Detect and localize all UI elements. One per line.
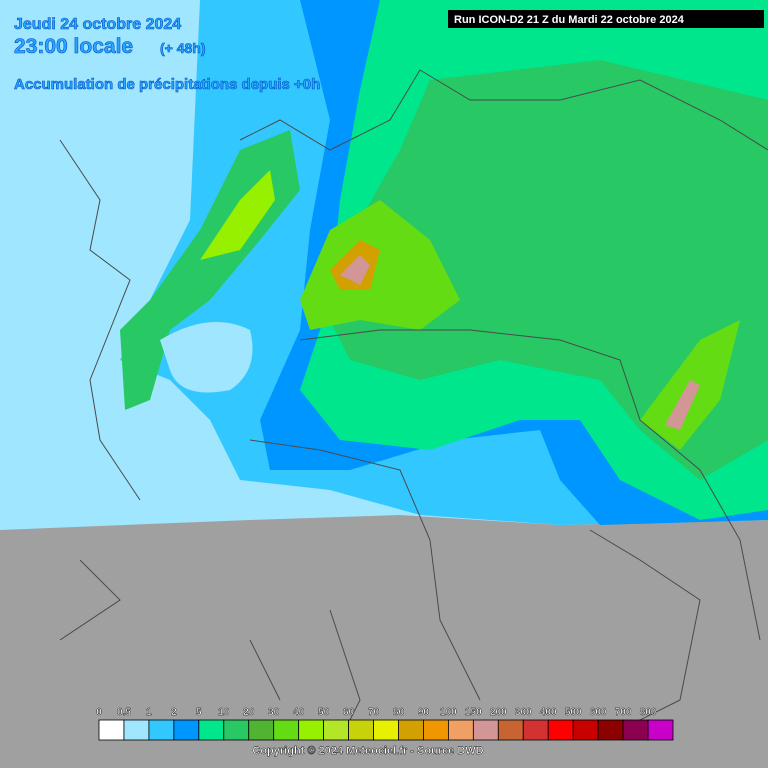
copyright: Copyright © 2024 Meteociel.fr - Source D…: [252, 745, 483, 757]
legend-swatch: [472, 719, 499, 741]
legend: 0 0.5 1 2 5 10 20 30 40 50 60 70 80 90 100 150 200 300 400…: [96, 707, 674, 741]
legend-label: 2: [171, 707, 177, 718]
border: [59, 139, 141, 501]
legend-label: 70: [368, 707, 380, 718]
date: Jeudi 24 octobre 2024: [14, 16, 181, 33]
legend-label: 100: [440, 707, 457, 718]
legend-swatch: [348, 719, 374, 741]
legend-swatch: [622, 719, 649, 741]
legend-swatch: [173, 719, 200, 741]
legend-label: 1: [146, 707, 152, 718]
legend-label: 400: [540, 707, 557, 718]
legend-label: 700: [615, 707, 632, 718]
legend-swatch: [572, 719, 599, 741]
legend-label: 30: [268, 707, 280, 718]
legend-swatch: [323, 719, 349, 741]
precip-10: [320, 60, 768, 480]
legend-swatch: [497, 719, 524, 741]
legend-swatch: [423, 719, 449, 741]
legend-swatch: [298, 719, 325, 741]
legend-swatch: [447, 719, 474, 741]
legend-label: 50: [318, 707, 330, 718]
run-info: Run ICON-D2 21 Z du Mardi 22 octobre 202…: [454, 14, 685, 26]
legend-swatch: [522, 719, 549, 741]
border: [589, 529, 701, 731]
precip-150: [340, 255, 370, 285]
precip-30: [300, 200, 460, 330]
border: [249, 439, 481, 701]
legend-swatch: [198, 719, 225, 741]
dry-zone: [160, 322, 253, 393]
legend-swatch: [273, 719, 300, 741]
legend-label: 60: [343, 707, 355, 718]
border: [239, 69, 768, 151]
legend-label: 150: [465, 707, 482, 718]
legend-swatch: [398, 719, 424, 741]
legend-label: 800: [640, 707, 657, 718]
precip-40: [200, 170, 275, 260]
legend-swatch: [647, 719, 674, 741]
legend-label: 40: [293, 707, 305, 718]
legend-label: 300: [515, 707, 532, 718]
offset: (+ 48h): [160, 40, 206, 56]
legend-label: 200: [490, 707, 507, 718]
legend-label: 90: [418, 707, 430, 718]
legend-swatch: [98, 719, 125, 741]
legend-swatch: [148, 719, 175, 741]
border: [299, 329, 761, 641]
legend-label: 10: [218, 707, 230, 718]
legend-label: 5: [196, 707, 202, 718]
precip-150-east: [665, 380, 700, 430]
run-box: [448, 10, 764, 28]
legend-swatch: [248, 719, 275, 741]
legend-swatch: [547, 719, 574, 741]
legend-label: 600: [590, 707, 607, 718]
time: 23:00 locale: [14, 35, 133, 58]
legend-label: 20: [243, 707, 255, 718]
legend-label: 0.5: [117, 707, 131, 718]
subtitle: Accumulation de précipitations depuis +0…: [14, 76, 320, 93]
legend-label: 80: [393, 707, 405, 718]
legend-swatch: [373, 719, 399, 741]
legend-label: 0: [96, 707, 102, 718]
legend-swatch: [123, 719, 150, 741]
legend-swatch: [597, 719, 624, 741]
legend-swatch: [223, 719, 250, 741]
legend-label: 500: [565, 707, 582, 718]
